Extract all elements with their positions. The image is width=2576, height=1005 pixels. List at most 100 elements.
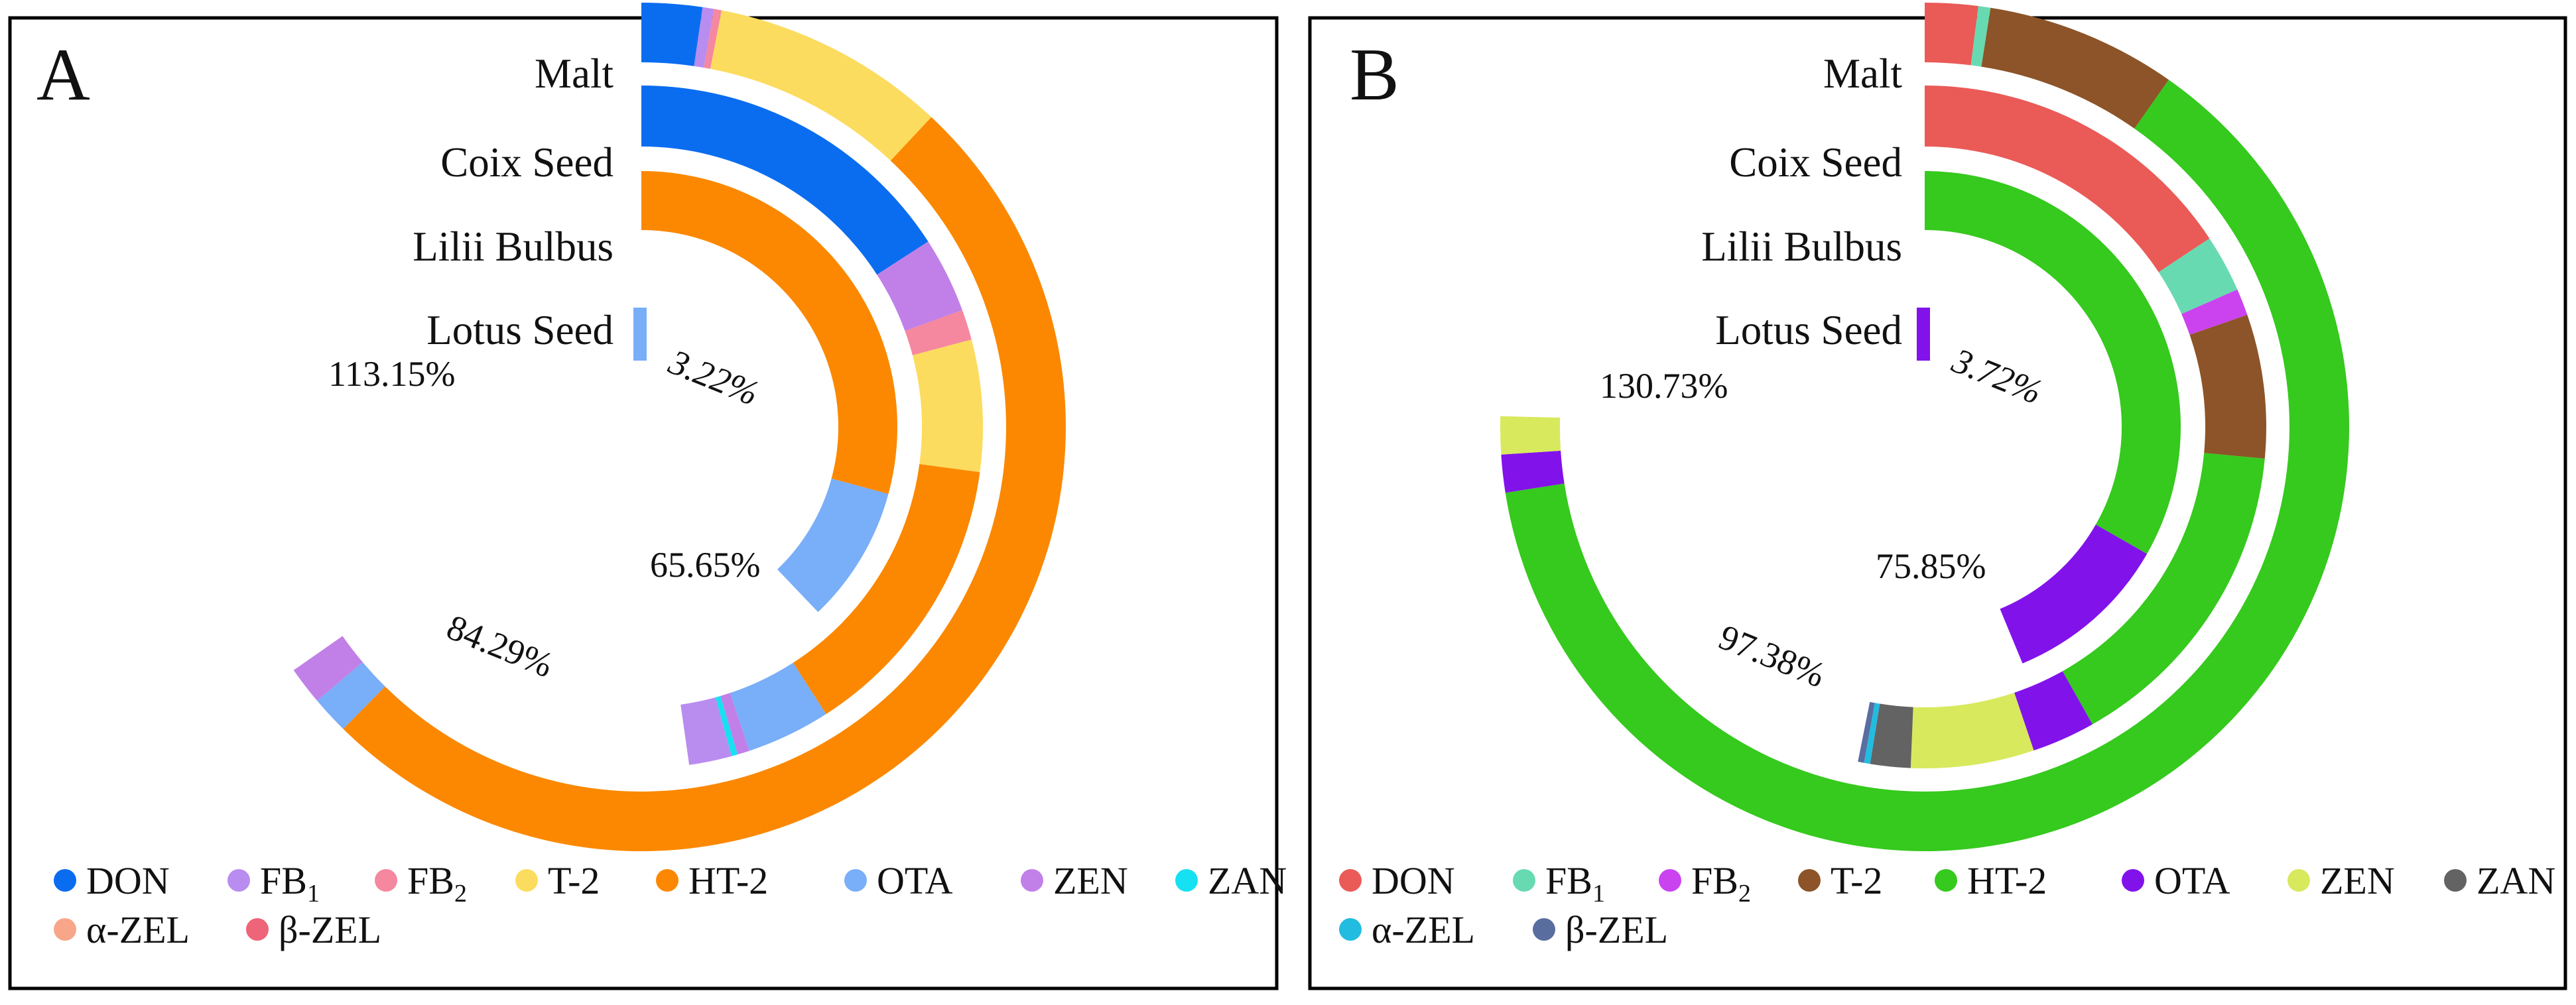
legend-item-beta-zel: β-ZEL xyxy=(1533,908,1668,951)
segment-coix-seed-t-2 xyxy=(912,339,983,473)
legend-label-t-2: T-2 xyxy=(548,859,600,902)
total-label-lilii-bulbus: 65.65% xyxy=(650,545,760,585)
ring-coix-seed: Coix Seed 97.38% xyxy=(1714,86,2266,768)
segment-lilii-bulbus-ht-2 xyxy=(1925,171,2181,554)
segment-coix-seed-fb2 xyxy=(2181,289,2248,335)
segment-coix-seed-t-2 xyxy=(2189,314,2266,459)
legend-swatch-beta-zel xyxy=(246,918,269,941)
legend-swatch-alpha-zel xyxy=(54,918,76,941)
legend-swatch-fb2 xyxy=(1659,869,1681,892)
legend-item-ht-2: HT-2 xyxy=(1935,859,2047,902)
legend-label-fb1: FB1 xyxy=(260,859,320,908)
legend-label-beta-zel: β-ZEL xyxy=(1565,908,1668,951)
ring-malt: Malt 130.73% xyxy=(1500,3,2350,852)
ring-lotus-seed: Lotus Seed 3.22% xyxy=(426,307,764,413)
legend-label-ota: OTA xyxy=(877,859,953,902)
segment-malt-ht-2 xyxy=(343,117,1066,852)
legend-item-zen: ZEN xyxy=(2287,859,2395,902)
legend-item-ht-2: HT-2 xyxy=(656,859,768,902)
legend-label-alpha-zel: α-ZEL xyxy=(1372,908,1475,951)
legend-item-beta-zel: β-ZEL xyxy=(246,908,381,951)
segment-coix-seed-zan xyxy=(1870,703,1913,768)
legend-label-ht-2: HT-2 xyxy=(1967,859,2047,902)
segment-coix-seed-ht-2 xyxy=(793,464,980,715)
legend-swatch-ota xyxy=(844,869,867,892)
ring-label-malt: Malt xyxy=(535,50,613,97)
segment-malt-t-2 xyxy=(1981,7,2169,129)
total-label-malt: 130.73% xyxy=(1600,366,1728,406)
legend-label-fb2: FB2 xyxy=(407,859,467,908)
legend-item-fb2: FB2 xyxy=(375,859,467,908)
legend-label-fb1: FB1 xyxy=(1545,859,1605,908)
total-label-lilii-bulbus: 75.85% xyxy=(1876,546,1986,586)
segment-lotus-seed-ota xyxy=(1917,308,1930,361)
legend-swatch-fb2 xyxy=(375,869,397,892)
legend-item-ota: OTA xyxy=(844,859,953,902)
segment-coix-seed-zen xyxy=(877,241,962,331)
legend-swatch-t-2 xyxy=(515,869,538,892)
legend-label-t-2: T-2 xyxy=(1831,859,1882,902)
segment-malt-ota xyxy=(317,662,385,729)
legend-swatch-ht-2 xyxy=(1935,869,1957,892)
legend-item-fb1: FB1 xyxy=(227,859,320,908)
legend-swatch-t-2 xyxy=(1798,869,1821,892)
segment-malt-t-2 xyxy=(710,10,932,161)
legend-swatch-zan xyxy=(1175,869,1198,892)
legend-label-zan: ZAN xyxy=(2477,859,2555,902)
segment-malt-fb2 xyxy=(704,9,722,69)
segment-malt-fb1 xyxy=(694,7,714,68)
legend-item-zen: ZEN xyxy=(1021,859,1128,902)
total-label-lotus-seed: 3.22% xyxy=(663,341,765,413)
legend-label-beta-zel: β-ZEL xyxy=(279,908,381,951)
legend-item-alpha-zel: α-ZEL xyxy=(54,908,190,951)
legend-swatch-zan xyxy=(2444,869,2467,892)
legend-label-don: DON xyxy=(1372,859,1455,902)
legend-item-ota: OTA xyxy=(2122,859,2230,902)
total-label-lotus-seed: 3.72% xyxy=(1947,340,2048,412)
ring-label-lilii-bulbus: Lilii Bulbus xyxy=(1701,223,1902,270)
ring-lotus-seed: Lotus Seed 3.72% xyxy=(1715,307,2047,412)
segment-lilii-bulbus-ota xyxy=(2000,524,2148,664)
legend-label-ota: OTA xyxy=(2154,859,2230,902)
legend-swatch-ota xyxy=(2122,869,2144,892)
panel-b-letter: B xyxy=(1350,34,1399,116)
segment-coix-seed-alpha-zel xyxy=(1864,703,1880,764)
legend-item-zan: ZAN xyxy=(1175,859,1287,902)
panel-b-legend: DON FB1 FB2 T-2 HT-2 OTA ZEN ZAN α-ZEL β-ZEL xyxy=(1339,859,2555,951)
segment-coix-seed-zan xyxy=(715,695,738,756)
legend-swatch-don xyxy=(1339,869,1362,892)
legend-swatch-fb1 xyxy=(1513,869,1535,892)
legend-label-fb2: FB2 xyxy=(1691,859,1751,908)
legend-label-zan: ZAN xyxy=(1208,859,1287,902)
legend-item-fb2: FB2 xyxy=(1659,859,1751,908)
ring-label-lotus-seed: Lotus Seed xyxy=(1715,307,1902,353)
legend-label-ht-2: HT-2 xyxy=(688,859,768,902)
segment-malt-zen xyxy=(293,636,363,701)
ring-label-coix-seed: Coix Seed xyxy=(1729,139,1902,186)
legend-item-alpha-zel: α-ZEL xyxy=(1339,908,1475,951)
ring-lilii-bulbus: Lilii Bulbus 75.85% xyxy=(1701,171,2181,664)
segment-coix-seed-fb1 xyxy=(2158,238,2238,314)
legend-swatch-zen xyxy=(2287,869,2310,892)
segment-malt-ota xyxy=(1501,450,1565,493)
segment-malt-fb1 xyxy=(1970,6,1991,67)
legend-item-zan: ZAN xyxy=(2444,859,2555,902)
legend-item-don: DON xyxy=(54,859,170,902)
legend-swatch-zen xyxy=(1021,869,1043,892)
legend-label-zen: ZEN xyxy=(2320,859,2395,902)
ring-label-lilii-bulbus: Lilii Bulbus xyxy=(413,223,613,270)
legend-swatch-beta-zel xyxy=(1533,918,1555,941)
segment-coix-seed-beta-zel xyxy=(1858,701,1875,763)
segment-coix-seed-don xyxy=(641,86,929,275)
segment-malt-don xyxy=(1925,3,1978,66)
legend-item-t-2: T-2 xyxy=(515,859,600,902)
ring-label-malt: Malt xyxy=(1823,50,1902,97)
segment-coix-seed-zen xyxy=(1910,692,2034,768)
segment-coix-seed-fb2 xyxy=(905,310,972,355)
legend-item-fb1: FB1 xyxy=(1513,859,1605,908)
ring-label-coix-seed: Coix Seed xyxy=(440,139,613,186)
legend-label-zen: ZEN xyxy=(1053,859,1128,902)
